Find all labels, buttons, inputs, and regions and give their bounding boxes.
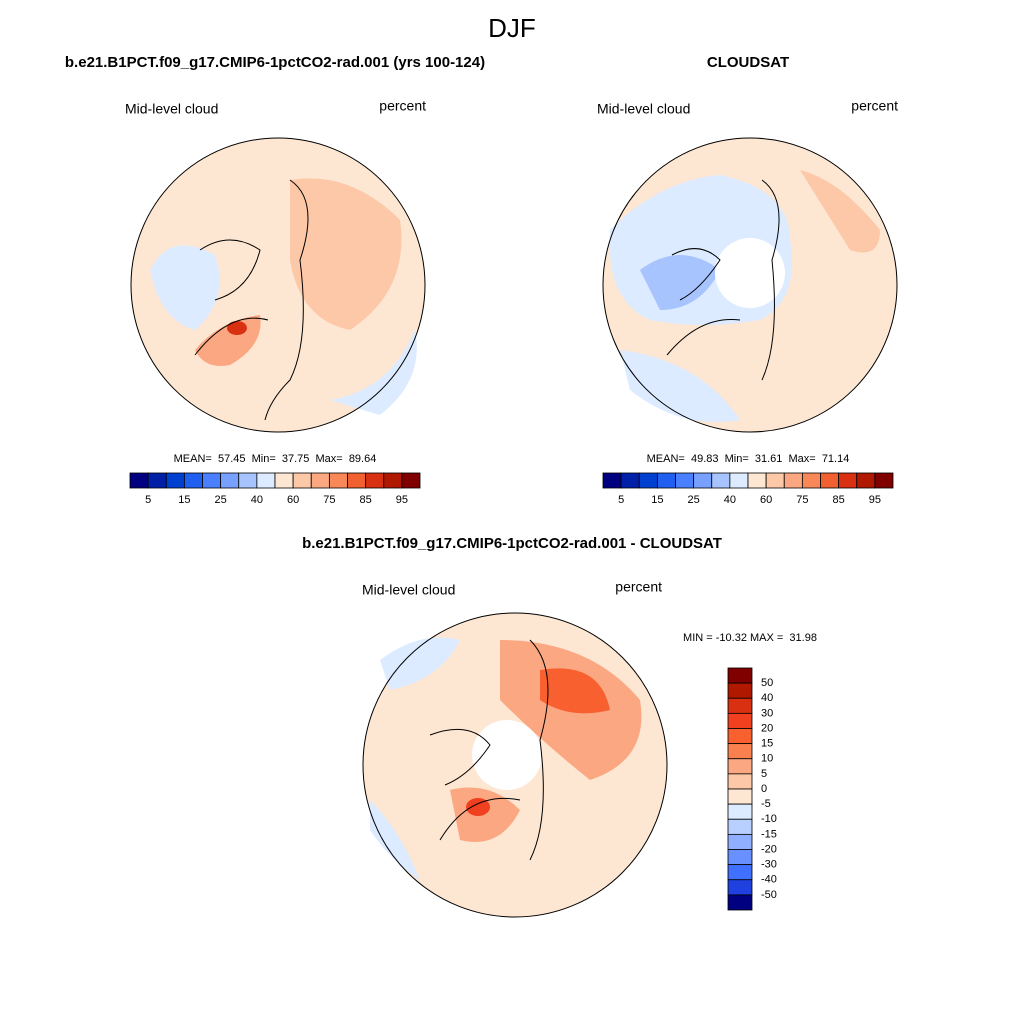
- colorbar-label: 60: [760, 494, 772, 506]
- colorbar-box: [727, 833, 753, 850]
- colorbar-box: [838, 472, 858, 489]
- colorbar-label: 40: [724, 494, 736, 506]
- colorbar-box: [183, 472, 203, 489]
- colorbar-label: 5: [761, 768, 767, 780]
- colorbar-box: [638, 472, 658, 489]
- colorbar-box: [727, 818, 753, 835]
- colorbar-label: -10: [761, 813, 777, 825]
- colorbar-box: [147, 472, 167, 489]
- stats: MIN = -10.32 MAX = 31.98: [683, 632, 817, 644]
- stats: MEAN= 57.45 Min= 37.75 Max= 89.64: [174, 453, 377, 465]
- colorbar-box: [727, 864, 753, 881]
- colorbar-box: [328, 472, 348, 489]
- right-label: percent: [615, 579, 662, 595]
- colorbar-label: 10: [761, 753, 773, 765]
- colorbar-box: [238, 472, 258, 489]
- colorbar-box: [310, 472, 330, 489]
- colorbar-box: [727, 682, 753, 699]
- panel-title: b.e21.B1PCT.f09_g17.CMIP6-1pctCO2-rad.00…: [65, 54, 485, 71]
- colorbar-box: [292, 472, 312, 489]
- colorbar-label: 85: [833, 494, 845, 506]
- colorbar: 5 15 25 40 60 75 85 95: [602, 472, 894, 506]
- colorbar: 5 15 25 40 60 75 85 95: [129, 472, 421, 506]
- colorbar-label: 25: [688, 494, 700, 506]
- colorbar-label: 30: [761, 707, 773, 719]
- colorbar-label: -5: [761, 798, 771, 810]
- stats: MEAN= 49.83 Min= 31.61 Max= 71.14: [647, 453, 850, 465]
- colorbar-box: [727, 879, 753, 896]
- colorbar-label: 5: [145, 494, 151, 506]
- colorbar-label: 40: [761, 692, 773, 704]
- colorbar-box: [347, 472, 367, 489]
- colorbar-label: 15: [178, 494, 190, 506]
- figure-title: DJF: [488, 13, 536, 43]
- right-label: percent: [851, 98, 898, 114]
- colorbar-box: [727, 728, 753, 745]
- colorbar-label: 75: [323, 494, 335, 506]
- colorbar-box: [274, 472, 294, 489]
- colorbar-box: [727, 788, 753, 805]
- panel-title: CLOUDSAT: [707, 54, 789, 71]
- colorbar-box: [129, 472, 149, 489]
- colorbar-label: 15: [761, 738, 773, 750]
- colorbar-label: 95: [869, 494, 881, 506]
- colorbar-box: [727, 803, 753, 820]
- map: [130, 137, 426, 433]
- colorbar-box: [820, 472, 840, 489]
- left-label: Mid-level cloud: [597, 101, 690, 117]
- colorbar-box: [727, 712, 753, 729]
- colorbar-label: 50: [761, 677, 773, 689]
- colorbar-label: -50: [761, 889, 777, 901]
- colorbar-box: [727, 697, 753, 714]
- colorbar-label: 95: [396, 494, 408, 506]
- colorbar-label: 60: [287, 494, 299, 506]
- colorbar-box: [729, 472, 749, 489]
- colorbar-label: -30: [761, 859, 777, 871]
- colorbar-box: [727, 894, 753, 911]
- colorbar-label: -20: [761, 843, 777, 855]
- right-label: percent: [379, 98, 426, 114]
- left-label: Mid-level cloud: [362, 582, 455, 598]
- colorbar-box: [856, 472, 876, 489]
- colorbar-box: [727, 758, 753, 775]
- colorbar-label: 75: [796, 494, 808, 506]
- colorbar-box: [727, 849, 753, 866]
- colorbar-box: [874, 472, 894, 489]
- colorbar-box: [401, 472, 421, 489]
- colorbar-box: [383, 472, 403, 489]
- colorbar-label: -40: [761, 874, 777, 886]
- colorbar-label: 0: [761, 783, 767, 795]
- panel-title: b.e21.B1PCT.f09_g17.CMIP6-1pctCO2-rad.00…: [302, 535, 722, 552]
- colorbar-box: [727, 773, 753, 790]
- colorbar-box: [727, 743, 753, 760]
- colorbar-box: [602, 472, 622, 489]
- colorbar-box: [765, 472, 785, 489]
- colorbar-label: 5: [618, 494, 624, 506]
- colorbar-box: [693, 472, 713, 489]
- colorbar-box: [727, 667, 753, 684]
- colorbar-box: [220, 472, 240, 489]
- colorbar-box: [656, 472, 676, 489]
- colorbar-box: [801, 472, 821, 489]
- colorbar-label: 25: [215, 494, 227, 506]
- colorbar-label: -15: [761, 828, 777, 840]
- colorbar-label: 20: [761, 722, 773, 734]
- colorbar-label: 15: [651, 494, 663, 506]
- colorbar-box: [365, 472, 385, 489]
- colorbar-box: [711, 472, 731, 489]
- colorbar-label: 40: [251, 494, 263, 506]
- colorbar-box: [256, 472, 276, 489]
- colorbar-box: [747, 472, 767, 489]
- colorbar-label: 85: [360, 494, 372, 506]
- left-label: Mid-level cloud: [125, 101, 218, 117]
- map: [362, 612, 668, 918]
- colorbar-box: [783, 472, 803, 489]
- map: [602, 137, 898, 433]
- colorbar-box: [202, 472, 222, 489]
- colorbar-box: [165, 472, 185, 489]
- colorbar-box: [675, 472, 695, 489]
- colorbar-box: [620, 472, 640, 489]
